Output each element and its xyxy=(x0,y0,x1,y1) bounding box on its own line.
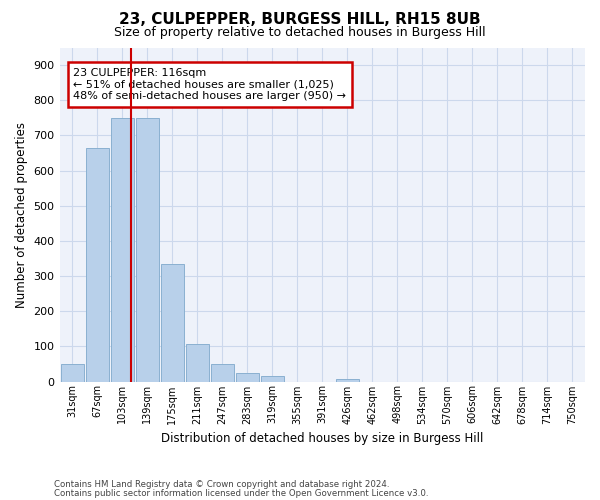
Text: Contains public sector information licensed under the Open Government Licence v3: Contains public sector information licen… xyxy=(54,490,428,498)
Bar xyxy=(61,364,83,382)
Y-axis label: Number of detached properties: Number of detached properties xyxy=(15,122,28,308)
Text: 23 CULPEPPER: 116sqm
← 51% of detached houses are smaller (1,025)
48% of semi-de: 23 CULPEPPER: 116sqm ← 51% of detached h… xyxy=(73,68,346,101)
Bar xyxy=(161,264,184,382)
Text: Size of property relative to detached houses in Burgess Hill: Size of property relative to detached ho… xyxy=(114,26,486,39)
Bar xyxy=(336,378,359,382)
Bar xyxy=(261,376,284,382)
Bar xyxy=(110,118,134,382)
Bar xyxy=(86,148,109,382)
X-axis label: Distribution of detached houses by size in Burgess Hill: Distribution of detached houses by size … xyxy=(161,432,484,445)
Text: 23, CULPEPPER, BURGESS HILL, RH15 8UB: 23, CULPEPPER, BURGESS HILL, RH15 8UB xyxy=(119,12,481,28)
Bar xyxy=(236,372,259,382)
Bar xyxy=(185,344,209,382)
Bar xyxy=(211,364,233,382)
Bar xyxy=(136,118,158,382)
Text: Contains HM Land Registry data © Crown copyright and database right 2024.: Contains HM Land Registry data © Crown c… xyxy=(54,480,389,489)
